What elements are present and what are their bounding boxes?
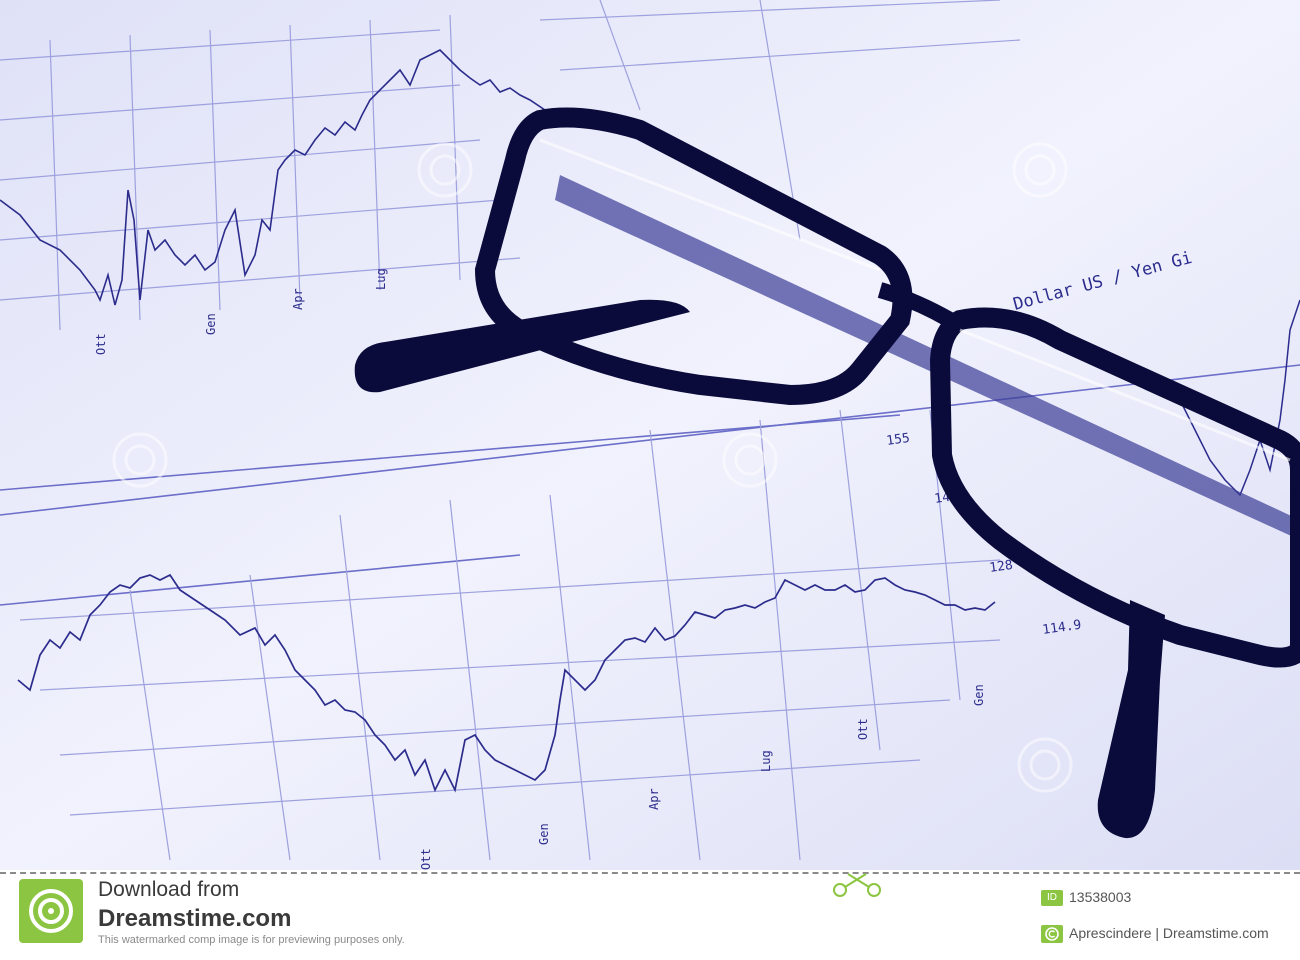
top-month-label: Gen <box>204 313 218 335</box>
value-label: 155 <box>885 431 910 449</box>
top-month-label: Ott <box>94 333 108 355</box>
temple-arm <box>354 299 690 393</box>
footer-divider <box>0 872 1300 874</box>
stock-photo: Ott Gen Apr Lug 155 142 128 114.9 Ott Ge… <box>0 0 1300 870</box>
id-badge: ID <box>1041 890 1063 906</box>
eyeglasses <box>354 107 1300 839</box>
left-lens-frame <box>474 107 913 406</box>
bottom-month-label: Lug <box>759 750 773 772</box>
value-label: 128 <box>988 558 1013 576</box>
top-chart-line <box>0 49 591 306</box>
brand-link[interactable]: Dreamstime.com <box>98 905 292 932</box>
author-credit: Aprescindere | Dreamstime.com <box>1069 925 1269 941</box>
bottom-month-label: Ott <box>419 848 433 870</box>
right-chart-line <box>1179 299 1300 497</box>
bottom-chart-line <box>17 573 996 793</box>
bottom-month-label: Gen <box>537 823 551 845</box>
photo-canvas: Ott Gen Apr Lug 155 142 128 114.9 Ott Ge… <box>0 0 1300 870</box>
temple-arm-right <box>1097 600 1165 839</box>
watermark <box>112 142 1073 793</box>
copyright-icon <box>1041 925 1063 943</box>
dreamstime-logo-icon <box>19 879 83 943</box>
bottom-month-label: Apr <box>647 788 661 810</box>
right-lens-frame <box>929 307 1300 668</box>
top-month-label: Apr <box>291 288 305 310</box>
bottom-chart-grid <box>19 409 1001 861</box>
image-id: 13538003 <box>1069 889 1132 905</box>
download-from-text: Download from <box>98 878 240 901</box>
scissors-icon <box>833 873 881 897</box>
bottom-month-label: Gen <box>972 684 986 706</box>
watermark-note: This watermarked comp image is for previ… <box>98 934 405 946</box>
top-month-label: Lug <box>374 268 388 290</box>
top-chart-months: Ott Gen Apr Lug <box>94 268 388 355</box>
bottom-chart-months: Ott Gen Apr Lug Ott Gen <box>419 684 986 870</box>
paper-rules <box>0 364 1300 606</box>
value-label: 114.9 <box>1041 618 1082 638</box>
stock-footer: Download from Dreamstime.com This waterm… <box>0 870 1300 960</box>
top-chart-grid <box>0 0 1021 331</box>
bottom-month-label: Ott <box>856 718 870 740</box>
